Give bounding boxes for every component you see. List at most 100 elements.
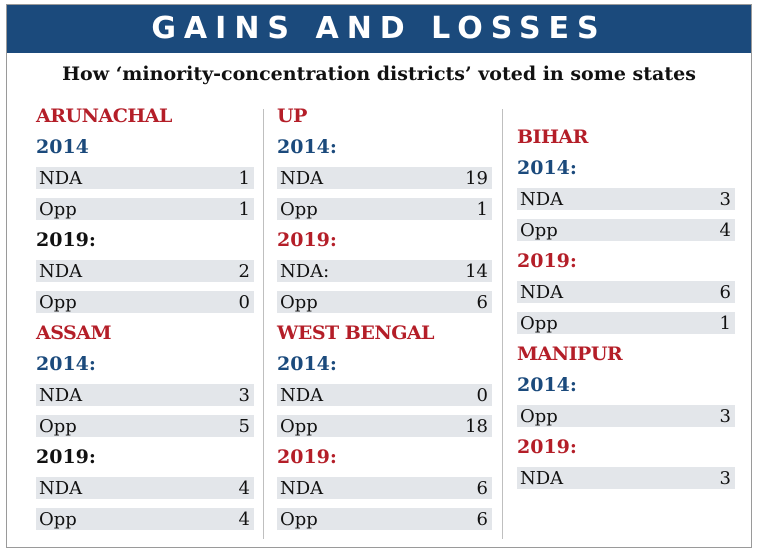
year-label: 2019: — [277, 229, 337, 251]
table-row: NDA 3 — [36, 380, 254, 411]
row-shade — [517, 188, 735, 210]
state-name: MANIPUR — [517, 343, 623, 365]
state-name: UP — [277, 105, 307, 127]
seat-count: 0 — [238, 292, 250, 313]
party-label: NDA — [39, 478, 83, 499]
row-shade — [277, 260, 492, 282]
party-label: Opp — [39, 292, 77, 313]
party-label: Opp — [520, 406, 558, 427]
seat-count: 6 — [476, 478, 488, 499]
seat-count: 6 — [476, 292, 488, 313]
column-2: UP 2014: NDA 19 Opp 1 2019: NDA: 14 Opp 6 WEST BENG… — [277, 101, 492, 535]
party-label: Opp — [280, 509, 318, 530]
column-3: BIHAR 2014: NDA 3 Opp 4 2019: NDA 6 Opp 1 MANIPUR 20… — [517, 122, 735, 494]
table-row: NDA 6 — [517, 277, 735, 308]
table-row: Opp 18 — [277, 411, 492, 442]
table-row: Opp 6 — [277, 504, 492, 535]
table-row: Opp 3 — [517, 401, 735, 432]
party-label: NDA — [280, 385, 324, 406]
table-row: Opp 0 — [36, 287, 254, 318]
table-row: NDA 6 — [277, 473, 492, 504]
seat-count: 4 — [238, 509, 250, 530]
seat-count: 3 — [719, 406, 731, 427]
seat-count: 4 — [719, 220, 731, 241]
infographic-frame: GAINS AND LOSSES How ‘minority-concentra… — [6, 4, 752, 548]
table-row: Opp 1 — [277, 194, 492, 225]
party-label: NDA — [39, 168, 83, 189]
party-label: Opp — [520, 313, 558, 334]
party-label: NDA: — [280, 261, 330, 282]
seat-count: 1 — [719, 313, 731, 334]
row-shade — [36, 198, 254, 220]
row-shade — [277, 291, 492, 313]
row-shade — [517, 405, 735, 427]
column-divider — [502, 109, 503, 539]
year-label: 2019: — [36, 229, 96, 251]
year-label: 2019: — [36, 446, 96, 468]
row-shade — [36, 260, 254, 282]
party-label: NDA — [39, 385, 83, 406]
year-label: 2014 — [36, 136, 89, 158]
row-shade — [277, 384, 492, 406]
table-row: NDA 4 — [36, 473, 254, 504]
seat-count: 4 — [238, 478, 250, 499]
subtitle: How ‘minority-concentration districts’ v… — [62, 63, 696, 85]
party-label: Opp — [39, 416, 77, 437]
row-shade — [36, 167, 254, 189]
row-shade — [277, 415, 492, 437]
row-shade — [36, 477, 254, 499]
year-label: 2014: — [517, 374, 577, 396]
row-shade — [517, 281, 735, 303]
seat-count: 3 — [719, 468, 731, 489]
party-label: Opp — [280, 416, 318, 437]
row-shade — [36, 384, 254, 406]
banner-title: GAINS AND LOSSES — [7, 5, 751, 53]
seat-count: 3 — [719, 189, 731, 210]
row-shade — [517, 467, 735, 489]
table-row: Opp 6 — [277, 287, 492, 318]
seat-count: 1 — [238, 199, 250, 220]
year-label: 2014: — [36, 353, 96, 375]
state-name: ASSAM — [36, 322, 112, 344]
table-row: NDA 3 — [517, 184, 735, 215]
row-shade — [277, 477, 492, 499]
year-label: 2014: — [277, 353, 337, 375]
party-label: Opp — [39, 509, 77, 530]
row-shade — [277, 198, 492, 220]
row-shade — [36, 415, 254, 437]
table-row: Opp 4 — [517, 215, 735, 246]
table-row: NDA 2 — [36, 256, 254, 287]
seat-count: 0 — [476, 385, 488, 406]
seat-count: 14 — [465, 261, 488, 282]
seat-count: 6 — [476, 509, 488, 530]
row-shade — [517, 312, 735, 334]
party-label: Opp — [280, 292, 318, 313]
table-row: NDA 19 — [277, 163, 492, 194]
party-label: NDA — [280, 168, 324, 189]
seat-count: 3 — [238, 385, 250, 406]
table-row: NDA 3 — [517, 463, 735, 494]
year-label: 2014: — [517, 157, 577, 179]
party-label: NDA — [520, 468, 564, 489]
party-label: Opp — [280, 199, 318, 220]
table-row: Opp 1 — [36, 194, 254, 225]
row-shade — [36, 508, 254, 530]
table-row: Opp 1 — [517, 308, 735, 339]
seat-count: 18 — [465, 416, 488, 437]
seat-count: 1 — [476, 199, 488, 220]
party-label: NDA — [280, 478, 324, 499]
row-shade — [36, 291, 254, 313]
seat-count: 19 — [465, 168, 488, 189]
table-row: NDA 0 — [277, 380, 492, 411]
seat-count: 1 — [238, 168, 250, 189]
row-shade — [277, 167, 492, 189]
state-name: ARUNACHAL — [36, 105, 172, 127]
row-shade — [517, 219, 735, 241]
year-label: 2019: — [517, 436, 577, 458]
row-shade — [277, 508, 492, 530]
state-name: WEST BENGAL — [277, 322, 435, 344]
party-label: NDA — [520, 282, 564, 303]
year-label: 2019: — [517, 250, 577, 272]
table-row: Opp 5 — [36, 411, 254, 442]
year-label: 2019: — [277, 446, 337, 468]
